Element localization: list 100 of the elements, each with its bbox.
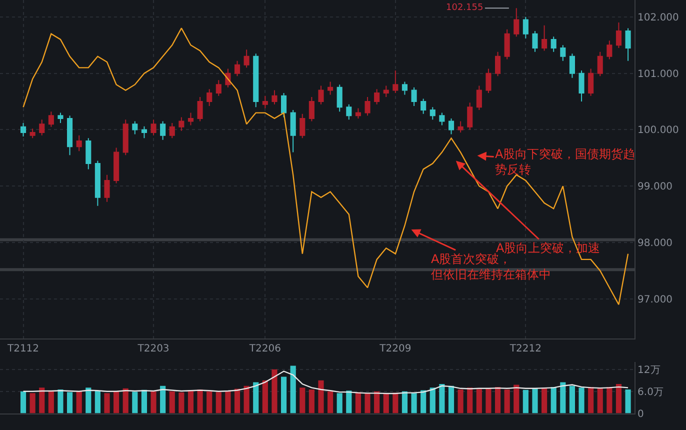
candlestick bbox=[132, 120, 138, 135]
candlestick bbox=[30, 128, 36, 139]
candlestick bbox=[420, 98, 426, 114]
bar bbox=[216, 392, 222, 414]
candlestick bbox=[188, 112, 194, 126]
bar bbox=[300, 388, 306, 414]
bar bbox=[188, 390, 194, 414]
bar bbox=[383, 394, 389, 414]
y-tick-label: 100.000 bbox=[638, 125, 679, 136]
candlestick bbox=[336, 84, 342, 112]
candlestick bbox=[458, 120, 464, 134]
candlestick bbox=[346, 104, 352, 120]
bar bbox=[114, 391, 120, 414]
bar bbox=[253, 382, 259, 414]
bar bbox=[86, 388, 92, 414]
candlestick bbox=[114, 147, 120, 184]
candlestick bbox=[318, 85, 324, 105]
candlestick bbox=[262, 95, 268, 109]
candlestick bbox=[411, 86, 417, 107]
candlestick bbox=[197, 96, 203, 122]
candlestick bbox=[86, 138, 92, 170]
candlestick bbox=[476, 85, 482, 110]
bar bbox=[402, 391, 408, 414]
x-tick-label: T2209 bbox=[378, 343, 412, 354]
bar bbox=[569, 386, 575, 414]
candlestick bbox=[514, 8, 520, 38]
bar bbox=[234, 388, 240, 414]
bar bbox=[262, 380, 268, 414]
y-tick-label: 0 bbox=[638, 408, 644, 420]
candlestick bbox=[606, 40, 612, 60]
bar bbox=[504, 390, 510, 414]
annotation: A股向下突破，国债期货趋势反转 bbox=[495, 147, 636, 177]
bar bbox=[280, 376, 287, 414]
bar bbox=[411, 393, 417, 414]
bar bbox=[458, 390, 464, 414]
candlestick bbox=[253, 53, 259, 108]
candlestick bbox=[206, 88, 212, 107]
bar bbox=[318, 380, 324, 414]
bar bbox=[336, 393, 342, 414]
candlestick bbox=[169, 122, 175, 139]
candlestick bbox=[522, 16, 528, 39]
y-tick-label: 6.0万 bbox=[638, 386, 664, 398]
candlestick bbox=[532, 30, 538, 52]
bar bbox=[122, 388, 128, 414]
candlestick bbox=[616, 22, 622, 48]
candlestick bbox=[76, 134, 82, 152]
candlestick bbox=[122, 119, 128, 156]
bar bbox=[430, 388, 436, 414]
candlestick bbox=[300, 113, 306, 139]
candlestick bbox=[625, 28, 631, 62]
candlestick bbox=[281, 92, 287, 118]
candlestick bbox=[467, 102, 473, 130]
bar bbox=[542, 388, 548, 414]
bar bbox=[374, 391, 380, 414]
annotation: A股向上突破，加速 bbox=[496, 241, 600, 255]
bar bbox=[206, 391, 212, 414]
bar bbox=[197, 390, 203, 414]
bar bbox=[346, 390, 352, 414]
bar bbox=[244, 386, 250, 414]
bar bbox=[58, 390, 64, 414]
candlestick bbox=[160, 120, 166, 140]
candlestick bbox=[439, 112, 445, 126]
bar bbox=[30, 393, 36, 414]
candlestick bbox=[402, 81, 408, 96]
bar bbox=[588, 386, 594, 414]
bar bbox=[66, 392, 73, 414]
candlestick bbox=[495, 51, 501, 77]
candlestick bbox=[290, 109, 296, 153]
bar bbox=[132, 392, 138, 414]
bar bbox=[272, 369, 278, 414]
candlestick bbox=[364, 96, 370, 116]
y-tick-label: 97.000 bbox=[638, 294, 673, 306]
bar bbox=[494, 386, 501, 414]
candlestick bbox=[216, 80, 222, 96]
bar bbox=[328, 391, 334, 414]
x-tick-label: T2206 bbox=[248, 343, 281, 354]
bar bbox=[467, 388, 473, 414]
bar bbox=[141, 390, 148, 414]
bar bbox=[94, 390, 100, 414]
bar bbox=[48, 391, 54, 414]
candlestick bbox=[542, 24, 548, 52]
bar bbox=[616, 384, 622, 414]
candlestick bbox=[39, 119, 45, 136]
candlestick bbox=[383, 85, 389, 98]
candlestick bbox=[504, 28, 510, 60]
bar bbox=[514, 384, 520, 414]
bar bbox=[355, 392, 361, 414]
annotation: 102.155 bbox=[446, 3, 484, 13]
x-tick-label: T2112 bbox=[6, 343, 40, 354]
candlestick bbox=[272, 90, 278, 105]
bar bbox=[104, 393, 110, 414]
bar bbox=[392, 392, 398, 414]
candlestick bbox=[67, 115, 73, 156]
candlestick bbox=[104, 174, 110, 202]
candlestick bbox=[430, 106, 436, 120]
bar bbox=[625, 390, 631, 414]
bar bbox=[20, 391, 26, 414]
candlestick bbox=[355, 108, 361, 119]
candlestick bbox=[392, 70, 398, 94]
candlestick bbox=[588, 68, 594, 96]
